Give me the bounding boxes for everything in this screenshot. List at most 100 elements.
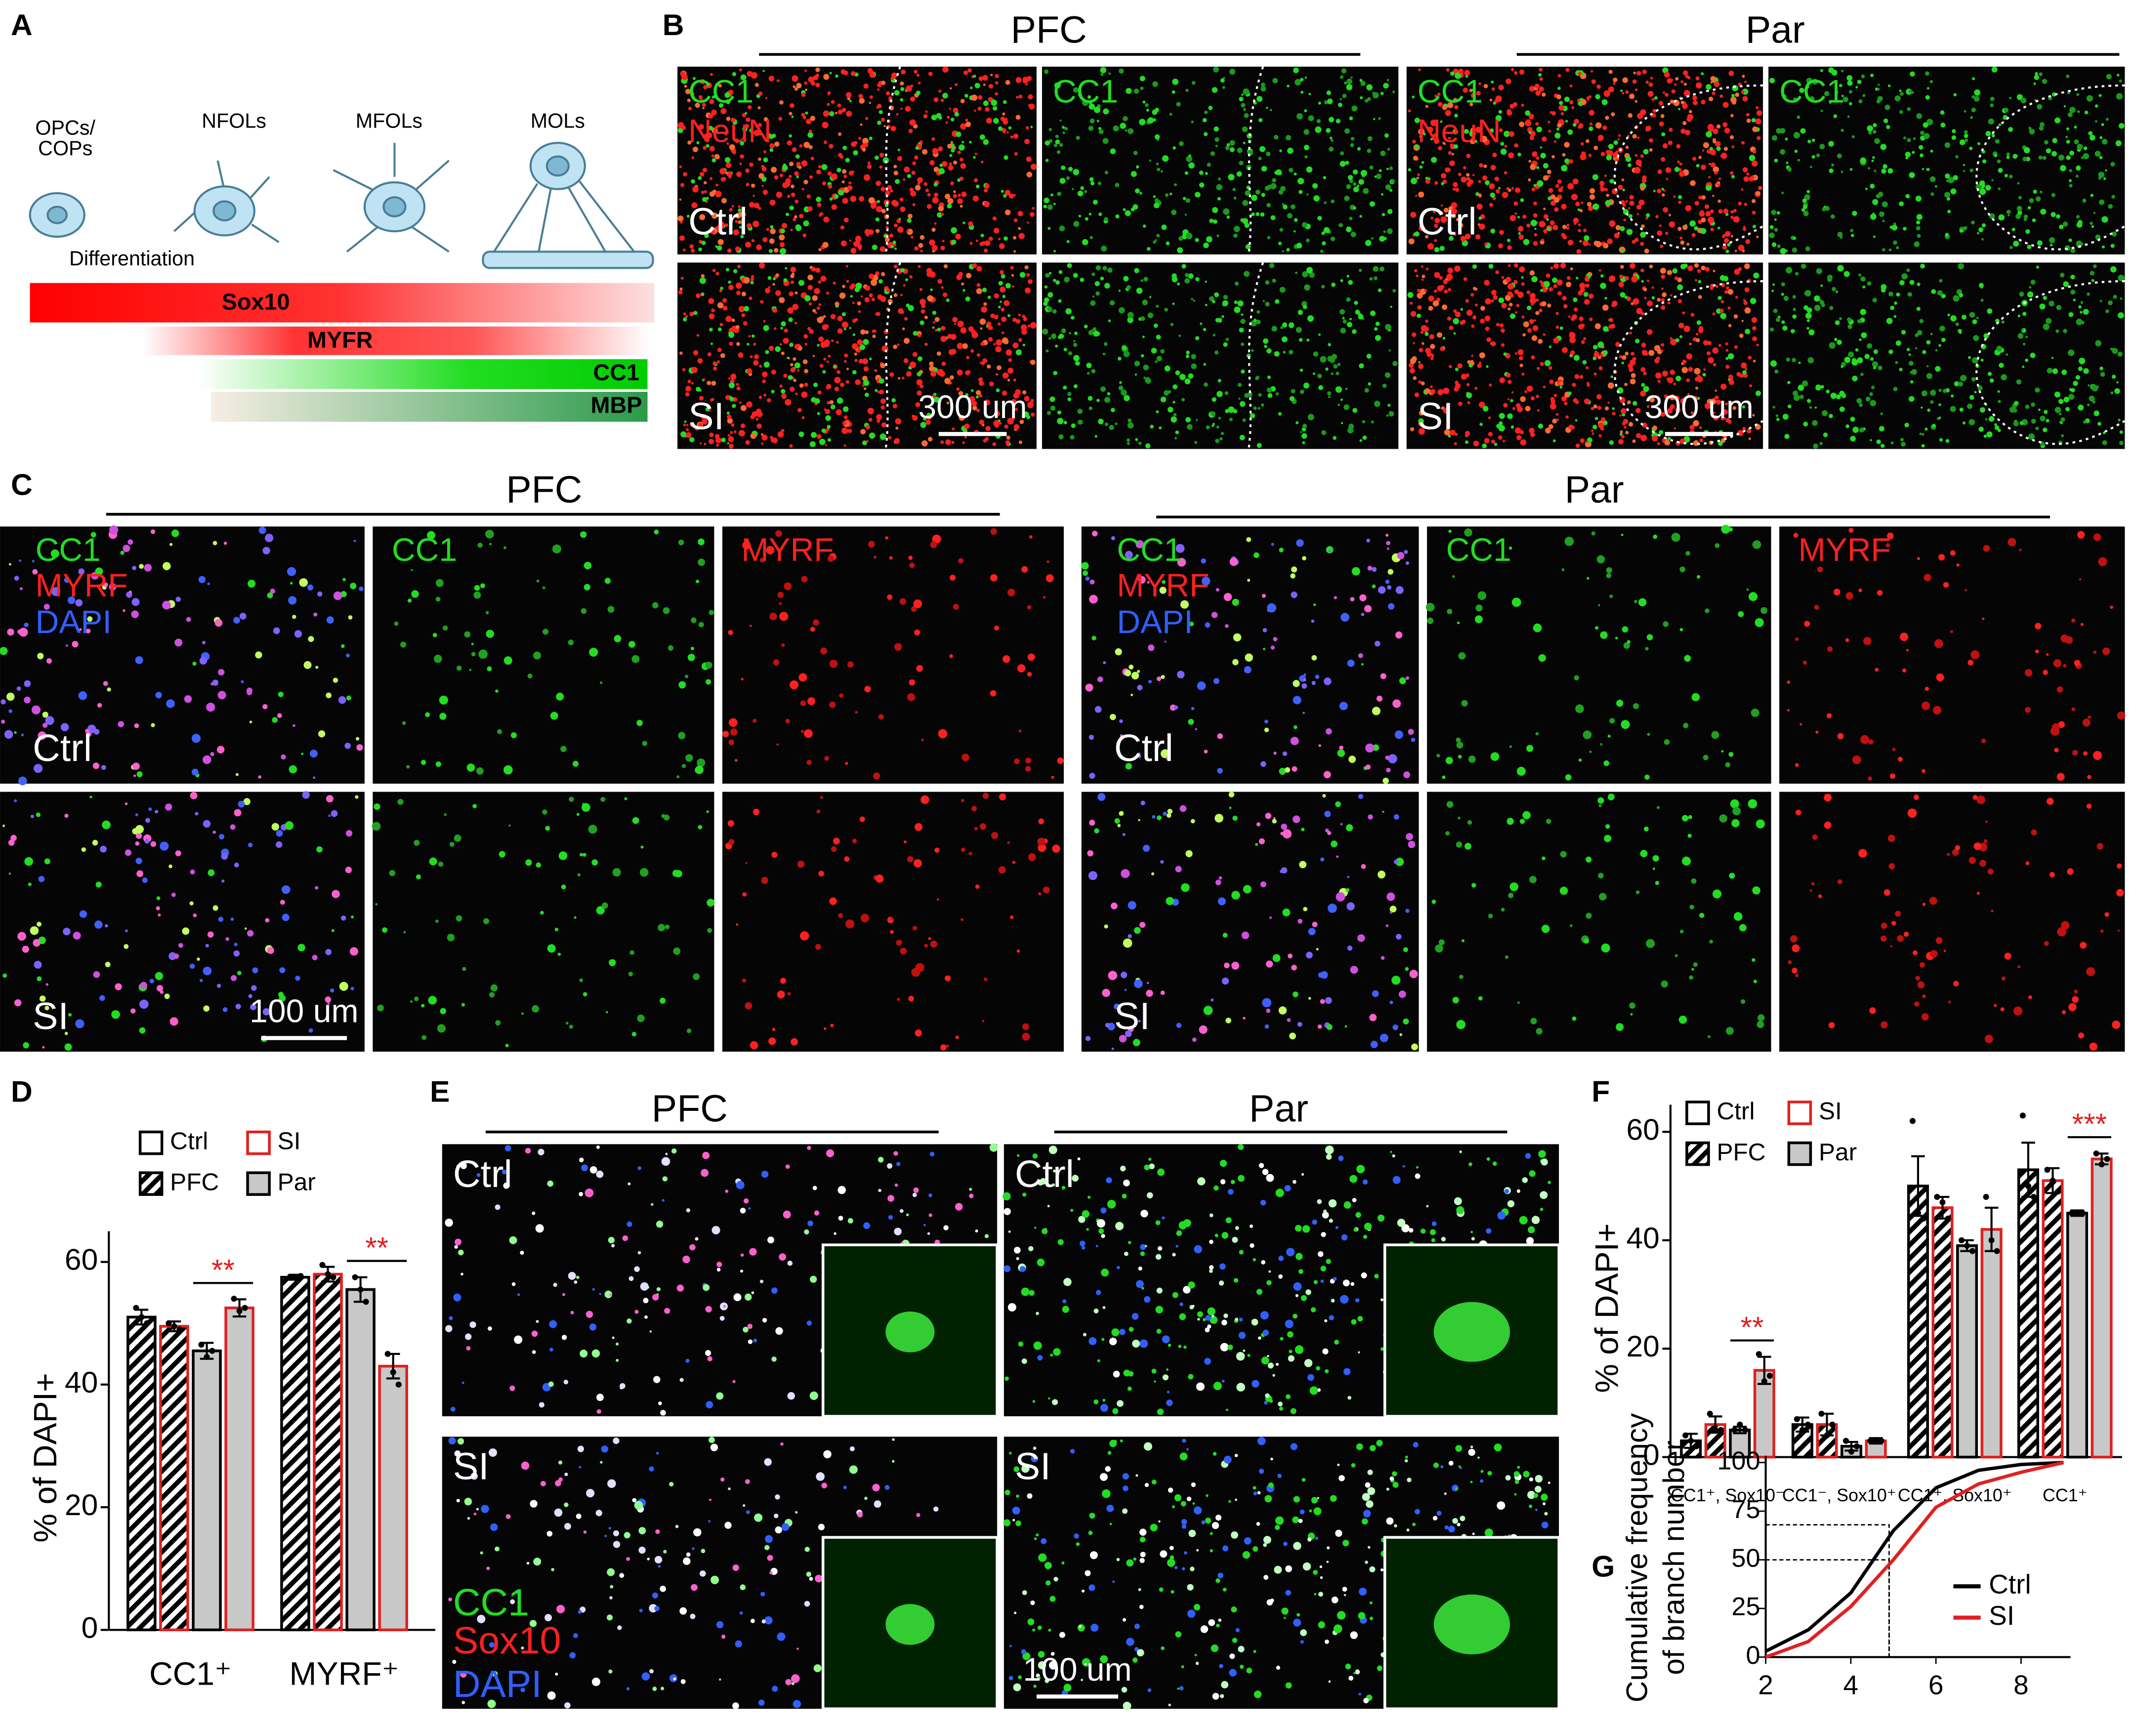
cell <box>890 126 896 131</box>
cell <box>1302 556 1306 561</box>
cell <box>1357 184 1360 187</box>
cell <box>736 291 741 296</box>
condition-label: Ctrl <box>688 201 748 243</box>
cell <box>1589 110 1594 116</box>
cell <box>1641 342 1646 348</box>
cell <box>2091 279 2094 282</box>
cell <box>1145 377 1151 383</box>
cell <box>882 157 889 164</box>
cell <box>1575 276 1579 280</box>
cell <box>779 248 787 255</box>
cell <box>811 81 815 86</box>
cell <box>1826 389 1830 393</box>
cell <box>699 277 706 284</box>
cell <box>1694 201 1699 206</box>
cell <box>1860 373 1864 376</box>
cell <box>1926 119 1933 126</box>
cell <box>805 111 808 115</box>
cell <box>1029 103 1035 110</box>
cell <box>1350 143 1354 147</box>
cell <box>1245 190 1251 196</box>
cell <box>1494 442 1498 446</box>
cell <box>880 187 885 192</box>
cell <box>768 76 775 82</box>
cell <box>469 669 472 672</box>
panel-label: B <box>663 8 684 42</box>
cell <box>680 431 687 437</box>
cell <box>761 166 767 171</box>
cell <box>712 95 715 99</box>
cell <box>1901 273 1908 280</box>
cell <box>1870 400 1877 407</box>
cell <box>1645 216 1648 220</box>
cell <box>1662 292 1667 297</box>
cell <box>1454 442 1457 445</box>
cell <box>761 176 767 182</box>
cell <box>1058 299 1062 303</box>
cell <box>1727 243 1731 247</box>
cell <box>1419 347 1423 352</box>
cell <box>1820 284 1823 287</box>
cell <box>1496 323 1500 327</box>
cell <box>1675 376 1681 381</box>
cell <box>931 137 935 141</box>
cell <box>1588 294 1594 299</box>
cell <box>1137 670 1140 673</box>
cell <box>2087 292 2090 296</box>
cell <box>2042 79 2048 84</box>
cell <box>1387 228 1393 234</box>
cell <box>2083 146 2088 150</box>
cell <box>731 118 736 123</box>
cell <box>912 415 918 421</box>
cell <box>1909 172 1915 178</box>
cell <box>1517 291 1524 298</box>
cell <box>1256 443 1262 448</box>
cell <box>1185 198 1191 203</box>
cell <box>1303 144 1309 150</box>
cell <box>214 619 223 627</box>
cell <box>1910 380 1914 384</box>
cell <box>749 162 754 167</box>
cell <box>1089 177 1094 182</box>
cell <box>1444 290 1448 294</box>
cell <box>754 83 759 87</box>
cell <box>1670 370 1675 375</box>
cell <box>825 409 831 415</box>
cell <box>1814 295 1820 302</box>
cell <box>837 328 843 334</box>
cell <box>1561 347 1568 353</box>
cell <box>1267 184 1272 189</box>
cell <box>1851 135 1855 138</box>
cell <box>2061 434 2064 437</box>
cell <box>1380 91 1384 95</box>
cell <box>1547 121 1550 124</box>
cell <box>510 732 517 738</box>
cell <box>813 382 818 387</box>
cell <box>822 324 828 331</box>
cell <box>1751 118 1756 123</box>
cell <box>976 288 982 295</box>
cell <box>1246 537 1252 542</box>
cell <box>1531 187 1536 192</box>
cell <box>994 293 999 299</box>
cell <box>1477 363 1482 368</box>
cell <box>679 235 685 241</box>
cell <box>1366 538 1370 543</box>
cell <box>983 100 989 106</box>
cell <box>877 200 880 203</box>
cell <box>1865 396 1871 402</box>
cell <box>790 363 794 367</box>
cell <box>2006 155 2010 159</box>
cell <box>2040 122 2045 127</box>
cell <box>953 194 957 198</box>
cell <box>872 334 876 339</box>
micro-cells <box>1769 66 2125 254</box>
cell <box>1787 404 1792 409</box>
cell <box>1613 140 1618 145</box>
cell <box>941 361 946 366</box>
cell <box>897 156 902 161</box>
cell <box>1300 78 1304 82</box>
cell <box>1414 269 1418 273</box>
cell <box>838 190 844 196</box>
cell <box>288 596 297 605</box>
